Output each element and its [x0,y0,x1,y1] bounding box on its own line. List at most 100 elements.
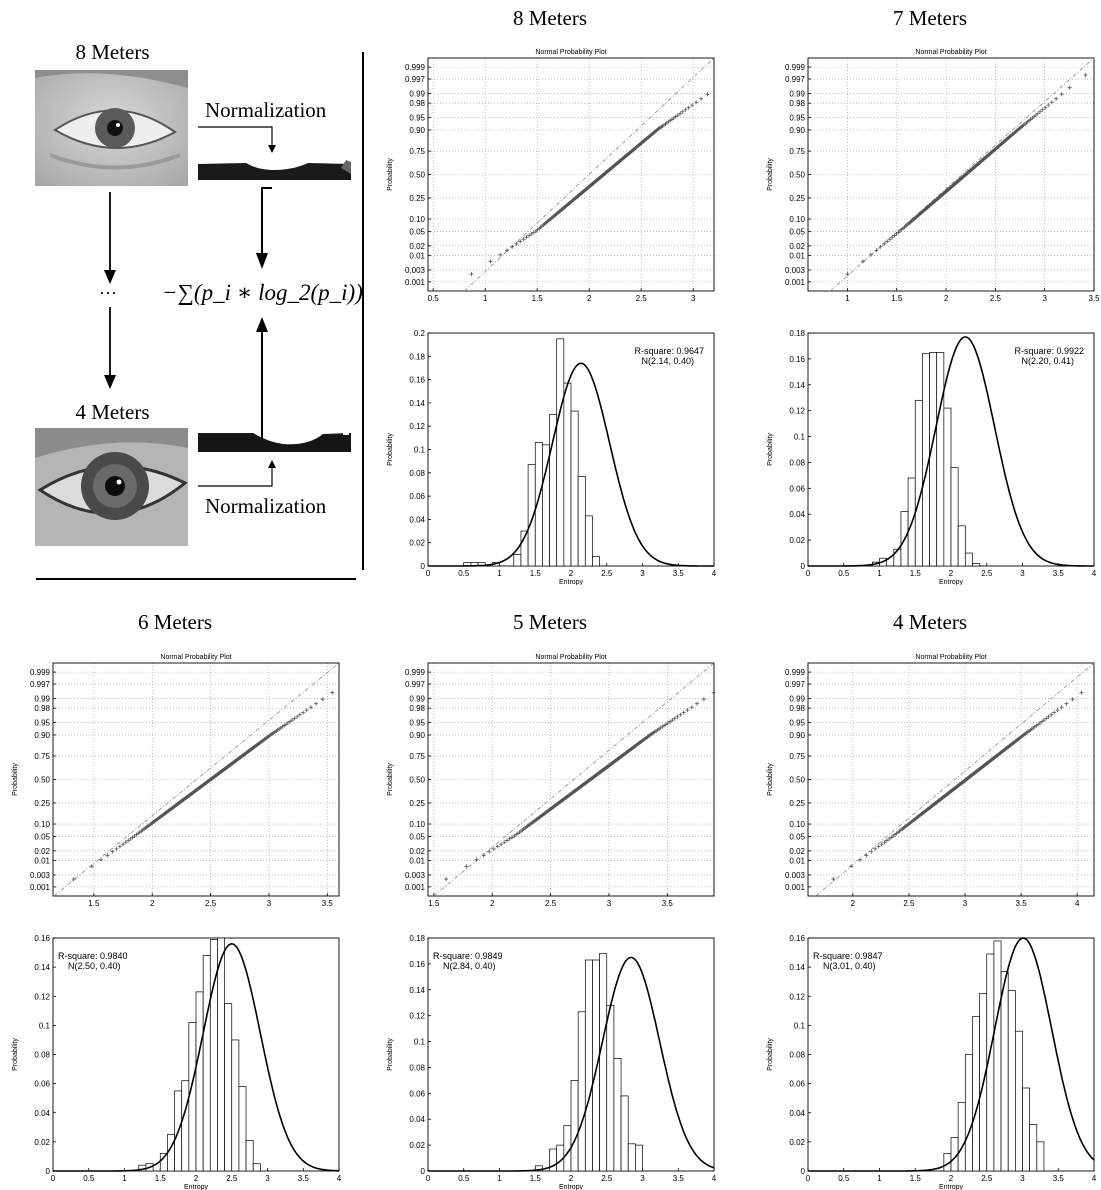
x-tick-label: 3 [691,294,696,303]
data-point [1070,697,1075,702]
y-tick-label: 0.02 [789,847,805,856]
data-point [685,708,690,713]
histogram-bar [914,399,923,567]
y-tick-label: 0.06 [34,1080,50,1089]
y-tick-label: 0.04 [409,1115,425,1124]
x-tick-label: 4 [712,1174,717,1183]
chart-title: Normal Probability Plot [915,49,986,56]
y-tick-label: 0.98 [409,99,425,108]
y-tick-label: 0.05 [789,833,805,842]
y-tick-label: 0.12 [789,992,805,1001]
x-tick-label: 0 [806,569,811,578]
data-point [1064,701,1069,706]
x-tick-label: 1 [122,1174,127,1183]
y-tick-label: 0.003 [785,871,806,880]
y-tick-label: 0.12 [409,1012,425,1021]
y-tick-label: 0.003 [30,871,51,880]
reference-line [464,57,715,292]
histogram-bar [613,1058,622,1172]
y-tick-label: 0.90 [789,126,805,135]
bracket-arrow-down [256,187,272,269]
x-tick-label: 2.5 [601,569,613,578]
normalization-label-top: Normalization [205,98,327,122]
data-point [885,239,890,244]
y-tick-label: 0.05 [789,228,805,237]
x-tick-label: 2 [150,899,155,908]
y-tick-label: 0.99 [409,90,425,99]
data-point [510,244,515,249]
x-tick-label: 1 [877,569,882,578]
y-tick-label: 0.01 [409,251,425,260]
data-point [681,710,686,715]
data-point [1046,714,1051,719]
y-tick-label: 0.02 [34,1138,50,1147]
y-tick-label: 0.14 [789,963,805,972]
data-point [330,690,335,695]
data-point [673,114,678,119]
histogram-bar [599,953,608,1172]
y-tick-label: 0.1 [414,1038,426,1047]
histogram-bar [224,1003,233,1172]
heading-4m: 4 Meters [892,610,968,634]
y-tick-label: 0.01 [789,856,805,865]
data-point [882,241,887,246]
y-tick-label: 0.08 [409,469,425,478]
data-point [670,718,675,723]
data-point [71,877,76,882]
histogram-bar [563,382,572,567]
prob-plot-5m: 1.5 2 2.5 3 3.5 0.001 0.003 0.010.02 0.05 0.10 0.2… [387,654,716,908]
histogram-bar [1036,1141,1045,1172]
x-tick-label: 2.5 [981,569,993,578]
prob-plot-6m: 1.5 2 2.5 3 3.5 0.001 0.003 0.010.02 0.05 0.10 0.2… [12,654,340,908]
y-tick-label: 0.50 [409,171,425,180]
y-tick-label: 0.10 [409,215,425,224]
data-point [887,237,892,242]
y-tick-label: 0.10 [34,820,50,829]
x-tick-label: 3.5 [1088,294,1100,303]
data-point [1033,113,1038,118]
y-tick-label: 0.25 [34,799,50,808]
normalization-label-bottom: Normalization [205,494,327,518]
x-tick-label: 3 [1042,294,1047,303]
data-point [868,252,873,257]
x-tick-label: 3.5 [298,1174,310,1183]
y-tick-label: 0.95 [34,718,50,727]
horizontal-divider [36,578,356,580]
y-tick-label: 0.06 [789,484,805,493]
data-point [488,259,493,264]
normal-fit-label: N(2.50, 0.40) [68,961,121,971]
histogram-bar [570,1080,579,1172]
data-point [514,241,519,246]
x-tick-label: 2 [569,1174,574,1183]
y-tick-label: 0.997 [785,680,806,689]
y-tick-label: 0.02 [789,242,805,251]
ellipsis: ··· [99,282,117,302]
data-point [297,712,302,717]
heading-7m: 7 Meters [892,6,968,30]
data-point [890,235,895,240]
y-axis-label: Probability [767,433,774,466]
y-tick-label: 0.08 [409,1063,425,1072]
histogram-bar [252,1163,261,1172]
y-tick-label: 0 [801,562,806,571]
histogram-bar [245,1140,254,1172]
histogram-bar [1015,1030,1023,1172]
histogram-6m: 0 0.5 1 1.5 2 2.5 3 3.5 4 0 0.02 0.04 0.06 0.08 0.1 0.1… [12,934,342,1190]
y-tick-label: 0.95 [409,718,425,727]
data-point [505,838,510,843]
x-tick-label: 3 [265,1174,270,1183]
histogram-bar [957,1102,966,1172]
chart-title: Normal Probability Plot [160,654,231,661]
histogram-bar [950,467,959,567]
data-point [860,259,865,264]
data-point [699,96,704,101]
y-tick-label: 0.25 [789,799,805,808]
data-point [444,877,449,882]
histogram-bar [620,1095,629,1172]
data-point [1049,712,1054,717]
histogram-5m: 0 0.5 1 1.5 2 2.5 3 3.5 4 0 0.02 0.04 0.06 0.08 0.1 0.1… [387,934,717,1190]
y-tick-label: 0.25 [409,799,425,808]
y-tick-label: 0.99 [789,695,805,704]
histogram-bar [556,338,565,567]
x-tick-label: 2.5 [226,1174,238,1183]
